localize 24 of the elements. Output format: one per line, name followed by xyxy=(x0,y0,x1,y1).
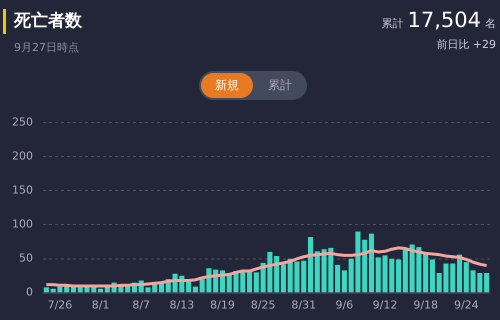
x-tick-label: 9/6 xyxy=(336,298,354,312)
x-tick-label: 9/12 xyxy=(372,298,398,312)
x-tick-label: 8/31 xyxy=(291,298,316,312)
y-tick-label: 200 xyxy=(12,150,33,162)
chart-subtitle: 9月27日時点 xyxy=(14,40,79,55)
text: 前日比 +29 xyxy=(436,37,496,52)
chart-title: 死亡者数 xyxy=(14,10,82,32)
x-tick-label: 8/1 xyxy=(92,298,110,312)
x-tick-label: 9/24 xyxy=(454,298,479,312)
x-tick-label: 8/13 xyxy=(169,298,194,312)
y-tick-label: 100 xyxy=(12,218,33,231)
text: 累計 xyxy=(382,16,404,31)
x-tick-label: 7/26 xyxy=(48,298,72,312)
y-tick-label: 250 xyxy=(12,115,33,128)
x-tick-label: 8/7 xyxy=(132,298,150,312)
text: 名 xyxy=(485,16,496,31)
x-tick-label: 8/19 xyxy=(210,298,235,312)
toggle-switch: 新規 累計 xyxy=(199,71,307,100)
text: 17,504 xyxy=(408,8,481,32)
y-tick-label: 0 xyxy=(26,286,33,299)
x-tick-label: 8/25 xyxy=(250,298,276,312)
y-tick-label: 50 xyxy=(18,252,33,265)
x-tick-label: 9/18 xyxy=(413,298,438,312)
y-tick-label: 150 xyxy=(12,184,33,197)
